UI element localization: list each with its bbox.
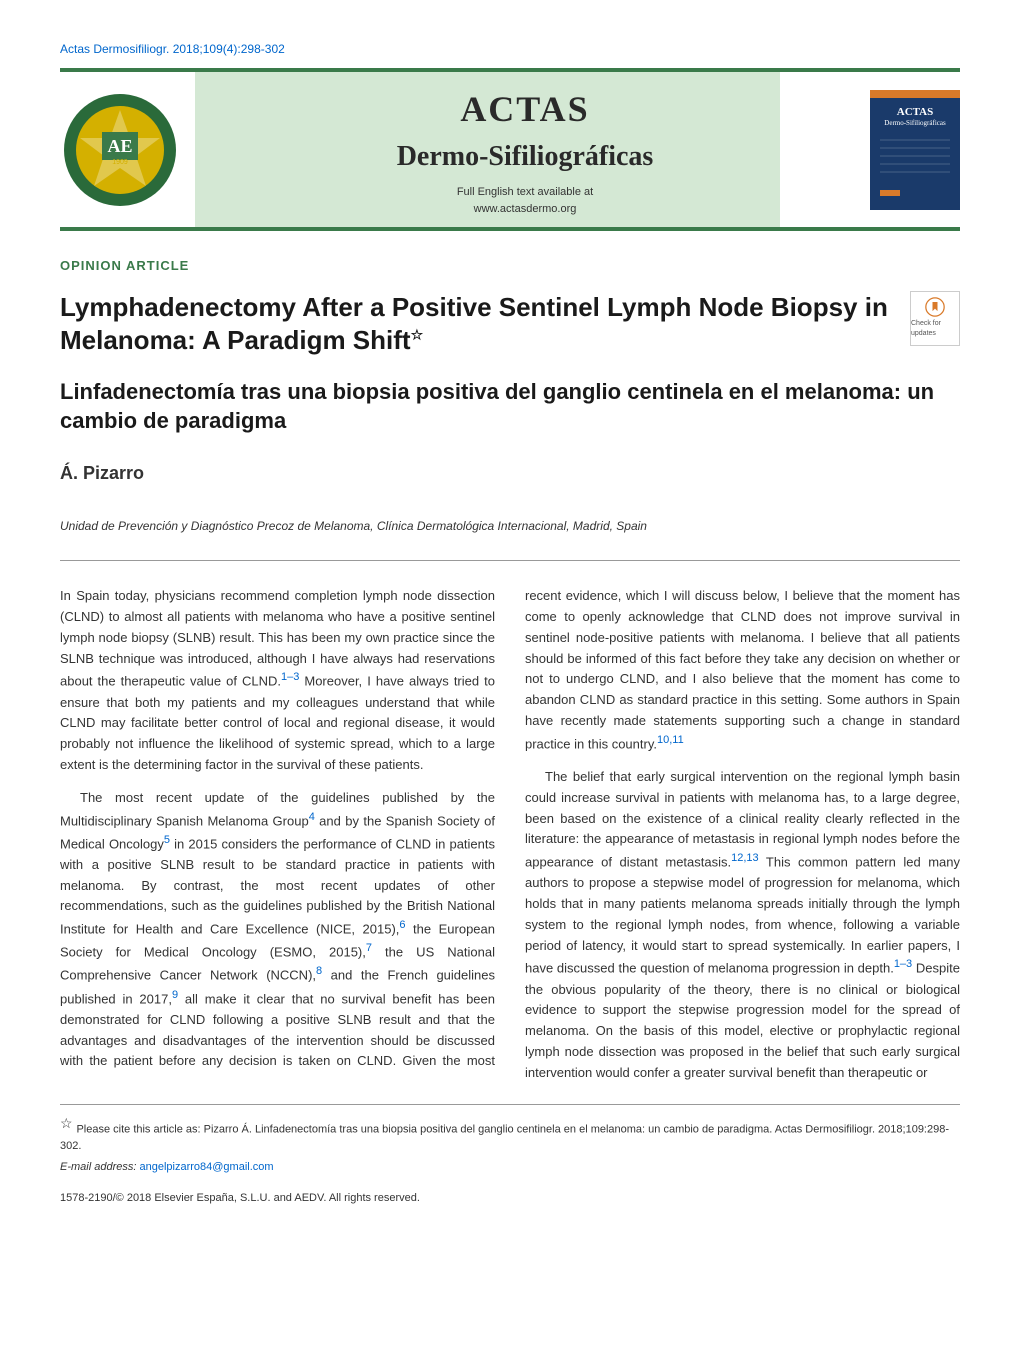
- reference-link[interactable]: 1–3: [894, 958, 912, 970]
- author-affiliation: Unidad de Prevención y Diagnóstico Preco…: [60, 517, 960, 561]
- reference-link[interactable]: 12,13: [731, 852, 759, 864]
- reference-link[interactable]: 10,11: [657, 734, 684, 746]
- article-body: In Spain today, physicians recommend com…: [60, 586, 960, 1084]
- journal-cover-thumbnail: ACTAS Dermo-Sifiliográficas: [870, 90, 960, 210]
- running-header: Actas Dermosifiliogr. 2018;109(4):298-30…: [60, 40, 960, 58]
- footnote-star-icon: ☆: [411, 327, 424, 343]
- badge-year: 1909: [112, 159, 128, 166]
- journal-url: www.actasdermo.org: [200, 201, 850, 218]
- journal-title-main: ACTAS: [200, 82, 850, 136]
- cite-text: Please cite this article as: Pizarro Á. …: [60, 1124, 949, 1153]
- article-title-spanish: Linfadenectomía tras una biopsia positiv…: [60, 378, 960, 435]
- title-en-text: Lymphadenectomy After a Positive Sentine…: [60, 292, 888, 356]
- copyright-line: 1578-2190/© 2018 Elsevier España, S.L.U.…: [60, 1190, 960, 1207]
- footnotes: ☆ Please cite this article as: Pizarro Á…: [60, 1104, 960, 1175]
- badge-letters: AE: [107, 136, 132, 156]
- journal-title-sub: Dermo-Sifiliográficas: [200, 136, 850, 178]
- article-type: OPINION ARTICLE: [60, 256, 960, 276]
- article-title-english: Lymphadenectomy After a Positive Sentine…: [60, 291, 890, 359]
- bookmark-icon: [925, 297, 945, 317]
- body-text: Despite the obvious popularity of the th…: [525, 961, 960, 1080]
- check-updates-label: Check for updates: [911, 319, 959, 340]
- footnote-star-icon: ☆: [60, 1115, 76, 1131]
- cite-footnote: ☆ Please cite this article as: Pizarro Á…: [60, 1113, 960, 1155]
- author-name: Á. Pizarro: [60, 460, 960, 487]
- email-label: E-mail address:: [60, 1161, 136, 1173]
- reference-link[interactable]: 1–3: [281, 671, 299, 683]
- journal-title-block: ACTAS Dermo-Sifiliográficas Full English…: [200, 82, 850, 217]
- journal-subtitle: Full English text available at: [200, 184, 850, 201]
- paragraph-1: In Spain today, physicians recommend com…: [60, 586, 495, 776]
- svg-text:ACTAS: ACTAS: [897, 106, 933, 118]
- email-footnote: E-mail address: angelpizarro84@gmail.com: [60, 1159, 960, 1176]
- journal-header: AE 1909 ACTAS Dermo-Sifiliográficas Full…: [60, 68, 960, 231]
- svg-text:Dermo-Sifiliográficas: Dermo-Sifiliográficas: [884, 119, 946, 127]
- academy-badge: AE 1909: [60, 90, 180, 210]
- paragraph-3: The belief that early surgical intervent…: [525, 767, 960, 1084]
- email-link[interactable]: angelpizarro84@gmail.com: [139, 1161, 273, 1173]
- check-updates-badge[interactable]: Check for updates: [910, 291, 960, 346]
